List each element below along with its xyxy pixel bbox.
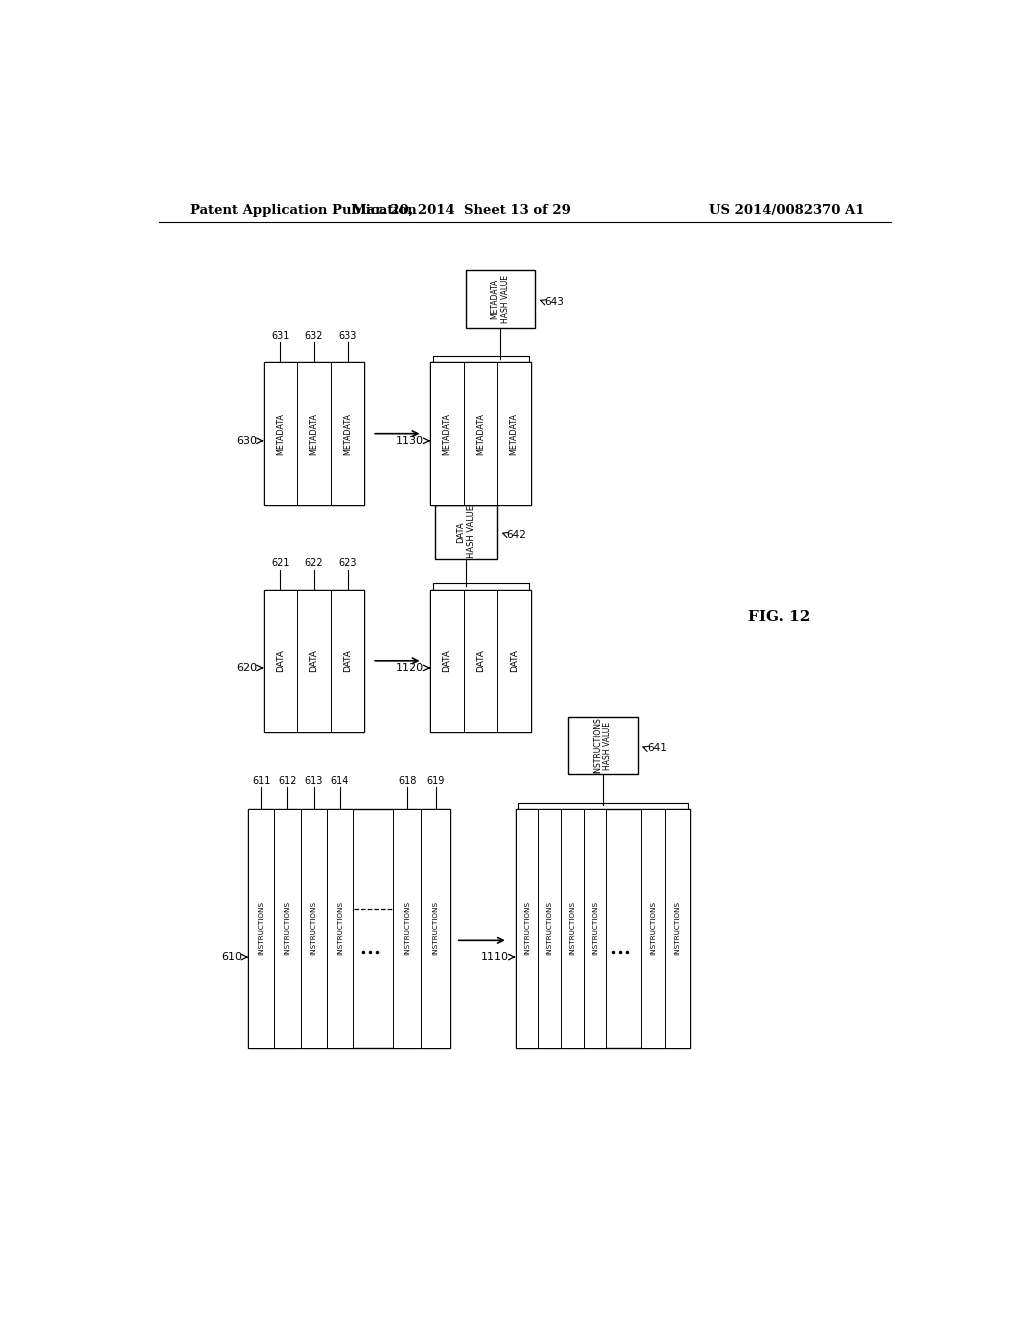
Text: FIG. 12: FIG. 12 <box>748 610 810 623</box>
Bar <box>641 809 666 1048</box>
Bar <box>498 363 531 506</box>
Bar <box>248 809 274 1048</box>
Text: INSTRUCTIONS
HASH VALUE: INSTRUCTIONS HASH VALUE <box>593 717 612 774</box>
Text: 614: 614 <box>331 776 349 785</box>
Bar <box>539 809 561 1048</box>
Text: 611: 611 <box>252 776 270 785</box>
Text: 643: 643 <box>545 297 564 306</box>
Text: US 2014/0082370 A1: US 2014/0082370 A1 <box>709 205 864 218</box>
Text: 610: 610 <box>221 952 242 962</box>
Text: Mar. 20, 2014  Sheet 13 of 29: Mar. 20, 2014 Sheet 13 of 29 <box>352 205 570 218</box>
Text: INSTRUCTIONS: INSTRUCTIONS <box>432 902 438 956</box>
Text: 613: 613 <box>304 776 323 785</box>
Text: DATA: DATA <box>442 649 452 672</box>
Text: 1120: 1120 <box>396 663 424 673</box>
Text: INSTRUCTIONS: INSTRUCTIONS <box>310 902 316 956</box>
Bar <box>435 506 498 558</box>
Text: DATA
HASH VALUE: DATA HASH VALUE <box>457 506 476 558</box>
Bar <box>331 590 365 733</box>
Bar <box>515 809 690 1048</box>
Text: METADATA: METADATA <box>309 413 318 454</box>
Text: 1110: 1110 <box>481 952 509 962</box>
Text: 642: 642 <box>507 529 526 540</box>
Bar <box>263 363 297 506</box>
Text: INSTRUCTIONS: INSTRUCTIONS <box>524 902 529 956</box>
Text: DATA: DATA <box>309 649 318 672</box>
Bar <box>584 809 606 1048</box>
Text: INSTRUCTIONS: INSTRUCTIONS <box>650 902 656 956</box>
Text: METADATA: METADATA <box>510 413 519 454</box>
Text: DATA: DATA <box>476 649 485 672</box>
Bar <box>331 363 365 506</box>
Bar <box>422 809 450 1048</box>
Text: INSTRUCTIONS: INSTRUCTIONS <box>592 902 598 956</box>
Bar <box>561 809 584 1048</box>
Text: INSTRUCTIONS: INSTRUCTIONS <box>547 902 553 956</box>
Text: INSTRUCTIONS: INSTRUCTIONS <box>337 902 343 956</box>
Bar <box>263 363 365 506</box>
Text: DATA: DATA <box>510 649 519 672</box>
Text: INSTRUCTIONS: INSTRUCTIONS <box>404 902 411 956</box>
Text: METADATA: METADATA <box>442 413 452 454</box>
Bar <box>263 590 297 733</box>
Bar <box>263 590 365 733</box>
Text: DATA: DATA <box>275 649 285 672</box>
Text: 630: 630 <box>237 436 257 446</box>
Text: INSTRUCTIONS: INSTRUCTIONS <box>675 902 681 956</box>
Text: 619: 619 <box>426 776 444 785</box>
Text: 641: 641 <box>647 743 667 754</box>
Text: 612: 612 <box>279 776 297 785</box>
Text: 623: 623 <box>338 558 356 568</box>
Bar <box>666 809 690 1048</box>
Text: 633: 633 <box>338 331 356 341</box>
Text: 618: 618 <box>398 776 417 785</box>
Text: METADATA: METADATA <box>275 413 285 454</box>
Bar <box>300 809 327 1048</box>
Bar <box>515 809 539 1048</box>
Text: METADATA: METADATA <box>343 413 352 454</box>
Text: METADATA
HASH VALUE: METADATA HASH VALUE <box>490 275 510 323</box>
Text: DATA: DATA <box>343 649 352 672</box>
Text: 632: 632 <box>305 331 324 341</box>
Text: INSTRUCTIONS: INSTRUCTIONS <box>285 902 291 956</box>
Text: METADATA: METADATA <box>476 413 485 454</box>
Bar <box>430 590 531 733</box>
Text: INSTRUCTIONS: INSTRUCTIONS <box>258 902 264 956</box>
Bar <box>464 590 498 733</box>
Text: 621: 621 <box>271 558 290 568</box>
Bar <box>327 809 353 1048</box>
Bar <box>568 717 638 775</box>
Bar <box>430 363 464 506</box>
Text: Patent Application Publication: Patent Application Publication <box>190 205 417 218</box>
Text: 622: 622 <box>305 558 324 568</box>
Text: 1130: 1130 <box>396 436 424 446</box>
Text: 631: 631 <box>271 331 290 341</box>
Bar <box>498 590 531 733</box>
Bar <box>430 590 464 733</box>
Text: INSTRUCTIONS: INSTRUCTIONS <box>569 902 575 956</box>
Bar <box>393 809 422 1048</box>
Bar <box>430 363 531 506</box>
Bar <box>464 363 498 506</box>
Bar <box>274 809 300 1048</box>
Bar <box>248 809 450 1048</box>
Text: 620: 620 <box>237 663 257 673</box>
Bar <box>297 590 331 733</box>
Bar <box>297 363 331 506</box>
Bar <box>466 271 536 327</box>
